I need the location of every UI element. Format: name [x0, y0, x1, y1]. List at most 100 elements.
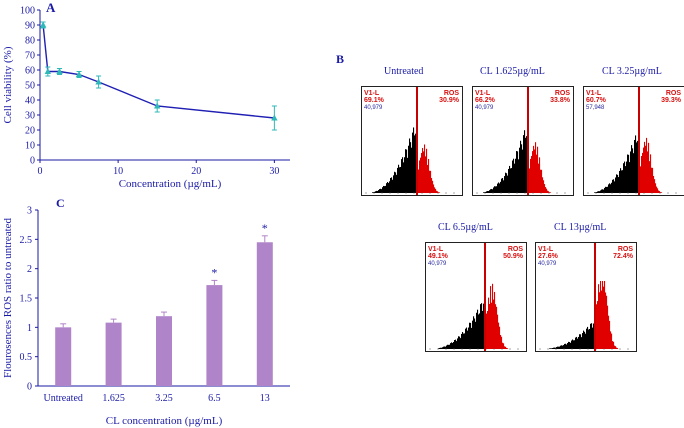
event-count: 40,979	[428, 261, 447, 267]
histogram-bin	[548, 191, 550, 193]
histogram-bin	[405, 149, 407, 193]
histogram-bin	[589, 328, 591, 349]
c-y-tick-label: 3	[27, 206, 32, 217]
a-y-tick-label: 70	[25, 51, 35, 62]
histogram-bin	[420, 157, 422, 193]
histogram-bin	[502, 178, 504, 193]
histogram-bin	[398, 164, 400, 193]
gate-left-name: V1-L	[586, 90, 602, 97]
gate-left-label: V1-L 27.6%	[538, 246, 558, 260]
ros-gate-line	[594, 243, 596, 351]
histogram-bin	[520, 140, 522, 193]
histogram-bin	[378, 190, 380, 193]
a-y-tick-label: 80	[25, 36, 35, 47]
histogram-bin	[407, 157, 409, 193]
histogram-bin	[465, 328, 467, 349]
histogram-bin	[431, 177, 433, 193]
viability-line-chart: 0 10 20 30 40 50 60 70 80 90 100 0 10 20 30 Concentra…	[2, 6, 290, 190]
c-bar	[55, 327, 72, 386]
histogram-bin	[437, 191, 439, 193]
histogram-bin	[564, 343, 566, 349]
histogram-bin	[377, 190, 379, 193]
histogram-bin	[605, 186, 607, 193]
histogram-bin	[508, 168, 510, 193]
histogram-bin	[628, 154, 630, 193]
histogram-bin	[549, 192, 551, 193]
histogram-bin	[444, 346, 446, 349]
histogram-bin	[484, 192, 486, 193]
histogram-bin	[619, 170, 621, 193]
histogram-bin	[376, 190, 378, 193]
histogram-bin	[519, 147, 521, 193]
histogram-bin	[470, 322, 472, 349]
c-y-tick-label: 1.5	[20, 294, 33, 305]
histogram-bin	[486, 313, 488, 349]
histogram-bin	[603, 189, 605, 193]
gate-right-label: ROS 39.3%	[661, 90, 681, 104]
histogram-bin	[506, 347, 508, 349]
histogram-bin	[404, 157, 406, 193]
histogram-bin	[647, 151, 649, 193]
histogram-bin	[606, 186, 608, 193]
histogram-bin	[601, 189, 603, 193]
c-y-tick-label: 0.5	[20, 352, 33, 363]
flow-histogram-plot	[587, 135, 677, 194]
histogram-bin	[458, 336, 460, 349]
histogram-bin	[557, 346, 559, 349]
histogram-bin	[531, 156, 533, 193]
gate-right-percent: 72.4%	[613, 253, 633, 260]
flow-histogram: V1-L 49.1% 40,979 ROS 50.9%	[425, 242, 527, 352]
histogram-bin	[610, 331, 612, 349]
gate-right-name: ROS	[665, 90, 681, 97]
histogram-bin	[607, 305, 609, 349]
gate-right-label: ROS 33.8%	[550, 90, 570, 104]
histogram-bin	[585, 333, 587, 349]
histogram-bin	[410, 142, 412, 193]
histogram-bin	[469, 322, 471, 349]
histogram-bin	[492, 283, 494, 349]
histogram-bin	[593, 323, 595, 349]
histogram-bin	[499, 326, 501, 349]
histogram-bin	[598, 191, 600, 193]
ros-gate-line	[484, 243, 486, 351]
histogram-bin	[610, 184, 612, 193]
histogram-bin	[456, 341, 458, 349]
histogram-bin	[394, 171, 396, 193]
event-count: 40,979	[475, 105, 494, 111]
histogram-bin	[381, 189, 383, 193]
histogram-bin	[489, 304, 491, 349]
histogram-bin	[391, 177, 393, 193]
histogram-bin	[644, 141, 646, 193]
gate-left-percent: 69.1%	[364, 97, 384, 104]
histogram-bin	[500, 335, 502, 349]
histogram-bin	[498, 322, 500, 349]
histogram-bin	[559, 346, 561, 349]
histogram-bin	[596, 192, 598, 193]
histogram-bin	[483, 303, 485, 349]
histogram-bin	[579, 334, 581, 349]
histogram-bin	[384, 186, 386, 193]
histogram-bin	[503, 343, 505, 349]
flow-panel-title: Untreated	[384, 66, 424, 77]
histogram-bin	[634, 139, 636, 193]
histogram-bin	[396, 174, 398, 193]
c-x-tick-label: 6.5	[208, 393, 221, 404]
flow-histogram: V1-L 60.7% 57,948 ROS 39.3%	[583, 86, 684, 196]
histogram-bin	[482, 310, 484, 349]
histogram-bin	[601, 290, 603, 349]
histogram-bin	[457, 338, 459, 349]
histogram-bin	[658, 190, 660, 193]
histogram-bin	[502, 342, 504, 349]
a-x-tick-label: 30	[269, 166, 279, 177]
histogram-bin	[495, 186, 497, 193]
histogram-bin	[460, 338, 462, 349]
histogram-bin	[494, 291, 496, 349]
gate-right-name: ROS	[617, 246, 633, 253]
histogram-bin	[616, 174, 618, 193]
histogram-bin	[493, 299, 495, 349]
a-y-tick-label: 40	[25, 96, 35, 107]
histogram-bin	[499, 183, 501, 193]
histogram-bin	[488, 297, 490, 349]
histogram-bin	[435, 188, 437, 193]
histogram-bin	[629, 162, 631, 193]
